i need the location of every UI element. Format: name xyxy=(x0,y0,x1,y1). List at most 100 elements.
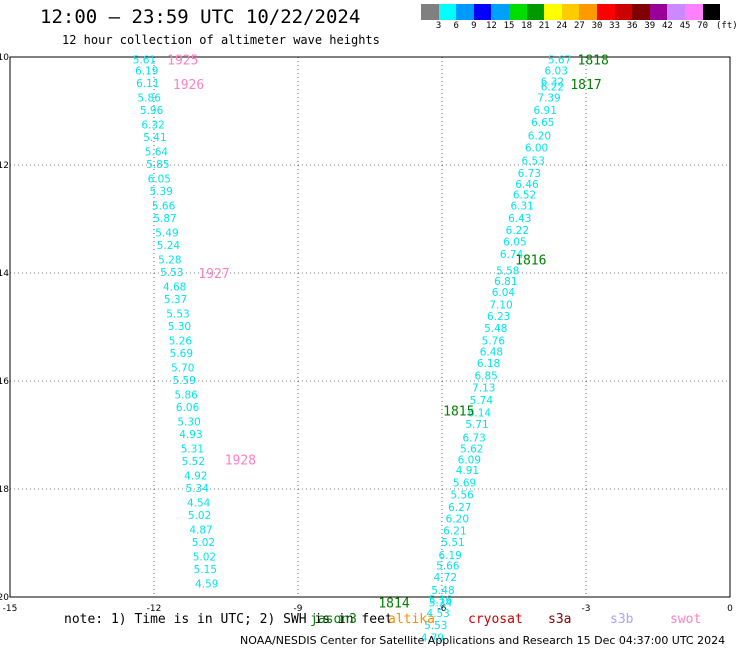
wave-height-point: 5.41 xyxy=(143,132,166,144)
legend-swatch xyxy=(614,4,633,20)
pass-id-label: 1818 xyxy=(578,54,609,69)
legend-swatch xyxy=(526,4,545,20)
y-tick-label: -18 xyxy=(0,485,9,495)
legend-swatch xyxy=(421,4,439,20)
wave-height-point: 5.61 xyxy=(133,55,156,67)
wave-height-point: 6.00 xyxy=(525,143,548,155)
wave-height-point: 6.09 xyxy=(458,454,481,466)
wave-height-point: 6.32 xyxy=(541,76,564,88)
wave-height-point: 5.67 xyxy=(548,55,571,67)
wave-height-point: 6.27 xyxy=(448,502,471,514)
legend-swatch xyxy=(579,4,597,20)
wave-height-point: 6.22 xyxy=(541,82,564,94)
wave-height-point: 7.39 xyxy=(537,93,560,105)
legend-label: 39 xyxy=(644,21,656,31)
wave-height-point: 5.66 xyxy=(152,201,176,213)
wave-height-point: 5.28 xyxy=(158,255,181,267)
wave-height-point: 6.43 xyxy=(508,213,531,225)
wave-height-point: 5.37 xyxy=(164,294,187,306)
legend-swatch xyxy=(561,4,580,20)
legend-label: 42 xyxy=(661,21,673,31)
satellite-altika: altika xyxy=(388,612,435,627)
wave-height-point: 5.30 xyxy=(177,417,200,429)
wave-height-point: 4.68 xyxy=(163,282,186,294)
wave-height-point: 6.20 xyxy=(446,514,469,526)
wave-height-point: 6.04 xyxy=(492,287,516,299)
wave-height-point: 5.48 xyxy=(484,323,507,335)
wave-height-point: 5.02 xyxy=(193,552,216,564)
wave-height-point: 4.59 xyxy=(195,579,218,591)
wave-height-point: 6.32 xyxy=(141,120,164,132)
wave-height-point: 6.73 xyxy=(462,433,485,445)
wave-height-point: 6.06 xyxy=(176,402,200,414)
wave-height-point: 5.86 xyxy=(174,390,198,402)
satellite-cryosat: cryosat xyxy=(468,612,523,627)
wave-height-point: 5.62 xyxy=(460,444,483,456)
x-tick-label: -15 xyxy=(3,604,18,614)
wave-height-point: 6.73 xyxy=(518,168,541,180)
wave-height-point: 5.51 xyxy=(441,537,464,549)
legend-label: 36 xyxy=(626,21,638,31)
pass-id-label: 1816 xyxy=(515,254,546,269)
pass-id-label: 1926 xyxy=(173,78,204,93)
wave-height-point: 6.23 xyxy=(487,311,510,323)
wave-height-point: 6.31 xyxy=(510,201,533,213)
wave-height-point: 5.02 xyxy=(192,537,215,549)
y-tick-label: -20 xyxy=(0,593,9,603)
wave-height-point: 5.31 xyxy=(181,444,204,456)
color-legend-labels: 3 6 9 12 15 18 21 24 27 30 33 36 39 42 45 70 xyxy=(421,20,740,34)
legend-swatch xyxy=(649,4,668,20)
wave-height-point: 4.53 xyxy=(426,608,449,620)
wave-height-point: 4.54 xyxy=(187,498,211,510)
x-tick-label: 0 xyxy=(727,604,733,614)
legend-swatch xyxy=(632,4,650,20)
wave-height-point: 5.59 xyxy=(173,375,196,387)
legend-label: 24 xyxy=(556,21,568,31)
wave-height-point: 6.19 xyxy=(135,66,158,78)
wave-height-point: 5.48 xyxy=(431,585,454,597)
wave-height-point: 5.34 xyxy=(186,483,210,495)
legend-label: 45 xyxy=(679,21,691,31)
satellite-s3b: s3b xyxy=(610,612,634,627)
wave-height-point: 5.71 xyxy=(465,419,488,431)
wave-height-point: 6.19 xyxy=(438,550,461,562)
pass-id-label: 1814 xyxy=(378,596,409,611)
legend-swatch xyxy=(491,4,509,20)
wave-height-point: 6.14 xyxy=(468,407,492,419)
wave-height-point: 5.02 xyxy=(188,510,211,522)
y-tick-label: -10 xyxy=(0,53,9,63)
wave-height-point: 5.76 xyxy=(482,336,506,348)
wave-height-point: 6.22 xyxy=(506,225,529,237)
legend-unit: (ft) xyxy=(716,21,738,31)
legend-swatch xyxy=(456,4,474,20)
wave-height-point: 5.39 xyxy=(150,186,173,198)
legend-label: 18 xyxy=(521,21,533,31)
wave-height-point: 5.64 xyxy=(145,147,169,159)
x-tick-label: -6 xyxy=(438,604,447,614)
satellite-swot: swot xyxy=(670,612,702,627)
note-text: note: 1) Time is in UTC; 2) SWH is in fe… xyxy=(64,612,393,627)
wave-height-point: 5.69 xyxy=(453,478,476,490)
wave-height-point: 5.52 xyxy=(182,456,205,468)
plot-frame xyxy=(9,56,731,598)
chart-subtitle: 12 hour collection of altimeter wave hei… xyxy=(62,33,380,47)
legend-swatch xyxy=(438,4,457,20)
wave-height-point: 5.86 xyxy=(138,93,162,105)
y-tick-label: -14 xyxy=(0,269,9,279)
wave-height-point: 5.70 xyxy=(171,363,194,375)
legend-label: 3 xyxy=(435,21,442,31)
wave-height-point: 5.24 xyxy=(157,240,181,252)
wave-height-point: 4.91 xyxy=(456,465,479,477)
legend-label: 70 xyxy=(697,21,709,31)
wave-height-point: 7.13 xyxy=(472,382,495,394)
legend-swatch xyxy=(667,4,685,20)
wave-height-point: 5.58 xyxy=(496,265,519,277)
wave-height-point: 6.53 xyxy=(522,156,545,168)
wave-height-point: 5.96 xyxy=(140,105,164,117)
wave-height-point: 6.65 xyxy=(531,117,554,129)
legend-swatch xyxy=(684,4,703,20)
footer-credit: NOAA/NESDIS Center for Satellite Applica… xyxy=(240,634,726,647)
wave-height-point: 4.93 xyxy=(179,429,202,441)
